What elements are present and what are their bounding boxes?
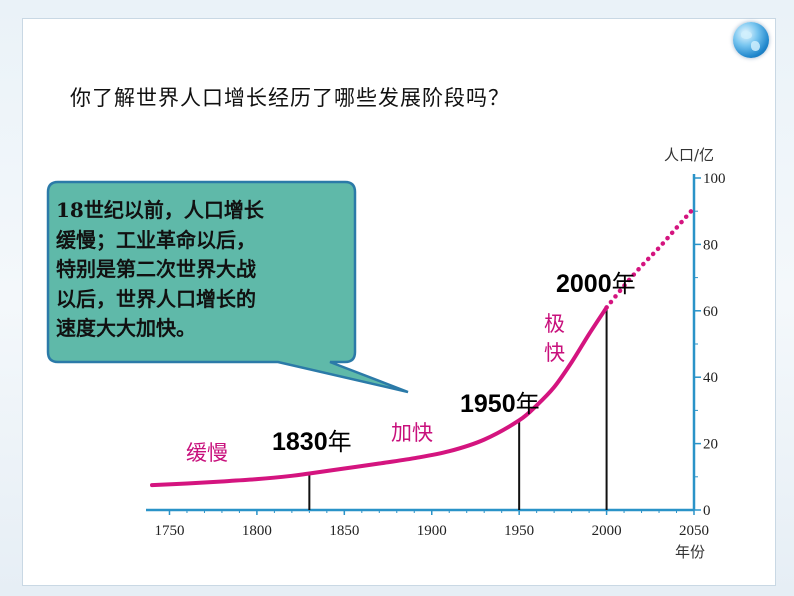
marker-unit: 年 — [516, 391, 540, 418]
y-tick-label: 60 — [703, 304, 718, 320]
y-tick-label: 20 — [703, 437, 718, 453]
callout-line: 速度大大加快。 — [56, 316, 196, 340]
marker-unit: 年 — [612, 271, 636, 298]
question-heading: 你了解世界人口增长经历了哪些发展阶段吗？ — [70, 86, 510, 110]
y-tick-label: 0 — [703, 503, 711, 519]
x-tick-label: 1900 — [417, 523, 447, 539]
y-tick-label: 40 — [703, 370, 718, 386]
marker-label-1950: 1950年 — [460, 390, 540, 418]
x-tick-label: 1950 — [504, 523, 534, 539]
stage-label-faster: 加快 — [391, 421, 433, 445]
chart-labels: 人口/亿 年份 缓慢 加快 极 快 1830年 1950年 2000年 — [186, 146, 714, 561]
callout-line: 以后，世界人口增长的 — [56, 286, 256, 311]
x-axis-label: 年份 — [675, 543, 705, 561]
callout-line: 缓慢；工业革命以后， — [56, 227, 256, 252]
marker-year: 1830 — [272, 428, 328, 456]
x-tick-label: 1750 — [154, 523, 184, 539]
y-axis-label: 人口/亿 — [664, 146, 714, 164]
callout-text: 18世纪以前，人口增长 缓慢；工业革命以后， 特别是第二次世界大战 以后，世界人… — [56, 196, 346, 344]
chart-marks — [150, 205, 697, 510]
marker-unit: 年 — [328, 429, 352, 456]
callout-line: 特别是第二次世界大战 — [56, 257, 256, 281]
stage-label-slow: 缓慢 — [186, 441, 228, 465]
x-tick-label: 1850 — [329, 523, 359, 539]
marker-label-2000: 2000年 — [556, 270, 636, 298]
marker-label-1830: 1830年 — [272, 428, 352, 456]
x-tick-label: 1800 — [242, 523, 272, 539]
speech-bubble-shape — [46, 180, 409, 394]
stage-label-very: 极 — [544, 312, 565, 336]
chart-axes: 1750 1800 1850 1900 1950 2000 2050 0 20 40 60 80 100 — [146, 171, 726, 539]
marker-year: 1950 — [460, 390, 516, 418]
marker-year: 2000 — [556, 270, 612, 298]
stage-label-fast: 快 — [544, 341, 565, 365]
y-tick-label: 80 — [703, 237, 718, 253]
y-tick-label: 100 — [703, 171, 726, 187]
globe-icon — [733, 22, 769, 58]
x-tick-label: 2050 — [679, 523, 709, 539]
callout-line: 18世纪以前，人口增长 — [56, 198, 264, 222]
series-line-dotted — [604, 205, 697, 310]
x-tick-label: 2000 — [592, 523, 622, 539]
